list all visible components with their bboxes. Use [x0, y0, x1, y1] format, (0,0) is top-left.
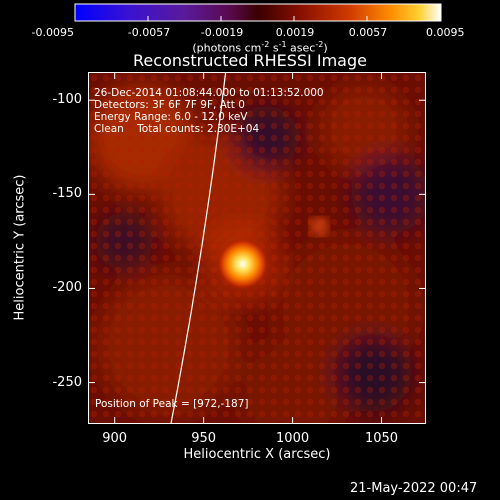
- y-tick-label: -200: [52, 280, 82, 296]
- colorbar-tick-label-2: -0.0019: [200, 26, 244, 39]
- annotation-clean-counts: Clean Total counts: 2.30E+04: [94, 123, 260, 135]
- y-tick-label: -100: [52, 92, 82, 108]
- colorbar-tick-label-0: -0.0095: [31, 26, 74, 39]
- colorbar: [74, 3, 442, 22]
- y-tick-label: -150: [52, 186, 82, 202]
- colorbar-tick-label-4: 0.0057: [348, 26, 388, 39]
- peak-position-label: Position of Peak = [972,-187]: [95, 398, 249, 410]
- y-tick-label: -250: [52, 374, 82, 390]
- plot-frame: [88, 72, 426, 424]
- peak-source: [216, 238, 269, 290]
- annotation-detectors: Detectors: 3F 6F 7F 9F, Att 0: [94, 99, 245, 111]
- plot-area: [88, 72, 426, 424]
- colorbar-tick-label-5: 0.0095: [426, 26, 465, 39]
- annotation-time-range: 26-Dec-2014 01:08:44.000 to 01:13:52.000: [94, 87, 324, 99]
- colorbar-gradient: [74, 3, 442, 22]
- footer-timestamp: 21-May-2022 00:47: [350, 481, 478, 496]
- colorbar-tick-label-1: -0.0057: [127, 26, 171, 39]
- annotation-energy-range: Energy Range: 6.0 - 12.0 keV: [94, 111, 248, 123]
- secondary-source: [310, 217, 329, 236]
- solar-limb-curve: [170, 72, 227, 424]
- colorbar-units: (photons cm-2 s-1 asec-2): [192, 40, 328, 55]
- x-tick-label: 1050: [364, 431, 399, 446]
- x-tick-label: 1000: [276, 431, 310, 446]
- x-tick-label: 900: [102, 431, 128, 446]
- chart-title: Reconstructed RHESSI Image: [133, 51, 367, 70]
- y-axis-title: Heliocentric Y (arcsec): [12, 174, 28, 321]
- x-axis-title: Heliocentric X (arcsec): [183, 447, 331, 462]
- x-tick-label: 950: [191, 431, 217, 446]
- colorbar-tick-label-3: 0.0019: [275, 26, 315, 39]
